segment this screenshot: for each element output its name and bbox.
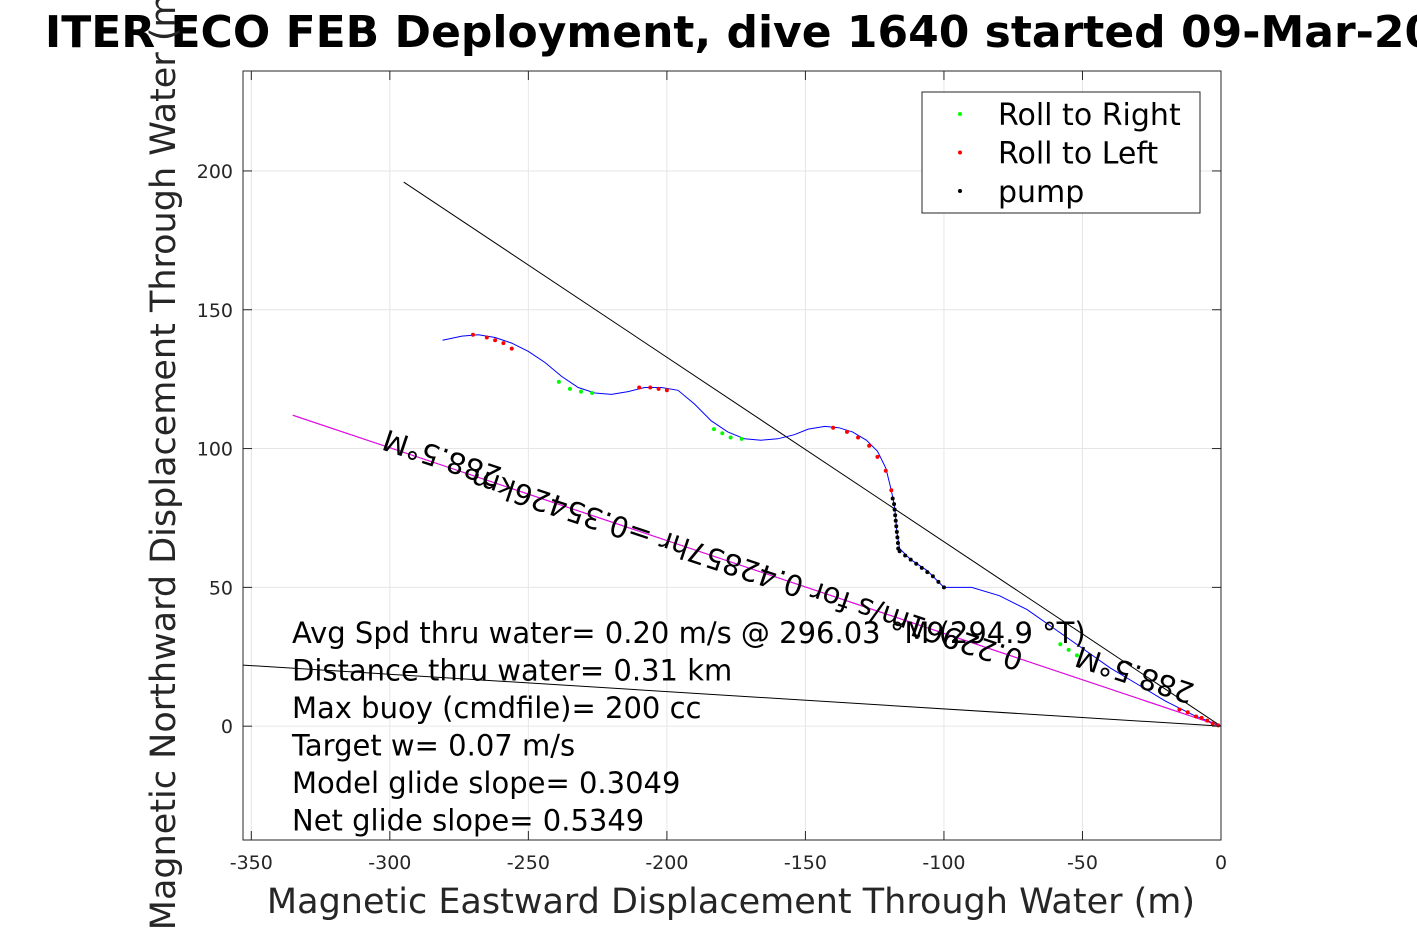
- y-tick-label-1: 50: [209, 577, 233, 599]
- annotation-line-3: Target w= 0.07 m/s: [291, 729, 575, 763]
- roll-right-point-7: [590, 391, 595, 396]
- pump-point-17: [936, 579, 941, 584]
- pump-point-9: [890, 496, 895, 501]
- roll-left-point-2: [1205, 718, 1210, 723]
- roll-right-point-1: [1066, 647, 1071, 652]
- roll-left-point-5: [1185, 710, 1190, 715]
- roll-right-point-10: [556, 379, 561, 384]
- legend-label-2: pump: [998, 175, 1084, 210]
- dive-track-line: [442, 334, 1222, 727]
- chart-title: ITER ECO FEB Deployment, dive 1640 start…: [45, 7, 1417, 58]
- pump-point-4: [894, 524, 899, 529]
- x-tick-label-7: 0: [1215, 852, 1227, 874]
- pump-point-8: [892, 502, 897, 507]
- annotation-line-4: Model glide slope= 0.3049: [292, 766, 680, 800]
- roll-right-point-9: [567, 386, 572, 391]
- roll-left-point-14: [664, 388, 669, 393]
- pump-point-16: [930, 574, 935, 579]
- roll-left-point-19: [501, 341, 506, 346]
- x-axis-label: Magnetic Eastward Displacement Through W…: [267, 882, 1195, 922]
- reference-line-d: [292, 414, 1222, 727]
- roll-left-point-7: [889, 488, 894, 493]
- y-axis-label: Magnetic Northward Displacement Through …: [144, 0, 184, 930]
- annotation-line-1: Distance thru water= 0.31 km: [292, 654, 732, 688]
- annotation-line-2: Max buoy (cmdfile)= 200 cc: [292, 691, 701, 725]
- annotations: Avg Spd thru water= 0.20 m/s @ 296.03 °M…: [291, 616, 1086, 838]
- roll-left-point-21: [484, 335, 489, 340]
- roll-right-point-3: [739, 436, 744, 441]
- legend-label-0: Roll to Right: [998, 98, 1181, 133]
- roll-left-point-3: [1199, 715, 1204, 720]
- annotation-line-5: Net glide slope= 0.5349: [292, 804, 644, 838]
- pump-point-14: [919, 565, 924, 570]
- x-ticks: -350 -300 -250 -200 -150 -100 -50 0: [230, 71, 1227, 874]
- roll-left-point-4: [1194, 714, 1199, 719]
- rotated-label-2: 288.5°M: [1071, 639, 1198, 710]
- roll-left-point-6: [1177, 707, 1182, 712]
- roll-left-point-13: [831, 425, 836, 430]
- legend-marker-1: [958, 150, 962, 155]
- roll-left-point-18: [509, 346, 514, 351]
- roll-left-point-12: [844, 429, 849, 434]
- roll-left-point-15: [656, 386, 661, 391]
- roll-right-point-8: [579, 389, 584, 394]
- reference-line-b: [242, 664, 1222, 727]
- pump-point-2: [895, 535, 900, 540]
- pump-point-5: [893, 518, 898, 523]
- roll-right-point-0: [1074, 653, 1079, 658]
- roll-right-point-2: [1058, 642, 1063, 647]
- pump-point-11: [903, 553, 908, 558]
- roll-left-point-0: [1216, 723, 1221, 728]
- legend-label-1: Roll to Left: [998, 137, 1158, 172]
- roll-right-point-6: [711, 427, 716, 432]
- x-tick-label-2: -250: [507, 852, 550, 874]
- plot-area: [242, 70, 1222, 841]
- legend-marker-2: [958, 189, 962, 193]
- roll-left-point-8: [883, 468, 888, 473]
- reference-lines: [242, 181, 1222, 727]
- legend-marker-0: [958, 112, 962, 116]
- roll-left-point-17: [637, 385, 642, 390]
- roll-left-point-11: [856, 435, 861, 440]
- x-tick-label-1: -300: [368, 852, 411, 874]
- pump-point-12: [908, 557, 913, 562]
- pump-point-18: [941, 585, 946, 590]
- pump-point-1: [895, 540, 900, 545]
- roll-right-point-5: [720, 431, 725, 436]
- roll-left-point-16: [648, 385, 653, 390]
- annotation-line-0: Avg Spd thru water= 0.20 m/s @ 296.03 °M…: [292, 616, 1086, 650]
- x-tick-label-3: -200: [645, 852, 688, 874]
- roll-left-point-22: [470, 332, 475, 337]
- reference-line-a: [403, 181, 1222, 727]
- pump-point-13: [914, 561, 919, 566]
- pump-point-6: [893, 513, 898, 518]
- x-tick-label-4: -150: [784, 852, 827, 874]
- y-tick-label-2: 100: [197, 439, 233, 461]
- y-tick-label-4: 200: [197, 161, 233, 183]
- pump-point-3: [894, 529, 899, 534]
- legend-box: [921, 91, 1201, 214]
- pump-point-15: [925, 570, 930, 575]
- y-ticks: 0 50 100 150 200: [197, 161, 1221, 738]
- roll-left-point-1: [1210, 721, 1215, 726]
- roll-left-point-10: [867, 443, 872, 448]
- x-tick-label-5: -100: [922, 852, 965, 874]
- x-tick-label-6: -50: [1067, 852, 1098, 874]
- roll-left-point-9: [875, 454, 880, 459]
- pump-point-10: [897, 549, 902, 554]
- y-tick-label-3: 150: [197, 300, 233, 322]
- pump-point-7: [892, 507, 897, 512]
- roll-left-point-20: [493, 338, 498, 343]
- roll-right-point-4: [728, 435, 733, 440]
- x-tick-label-0: -350: [230, 852, 273, 874]
- y-tick-label-0: 0: [221, 716, 233, 738]
